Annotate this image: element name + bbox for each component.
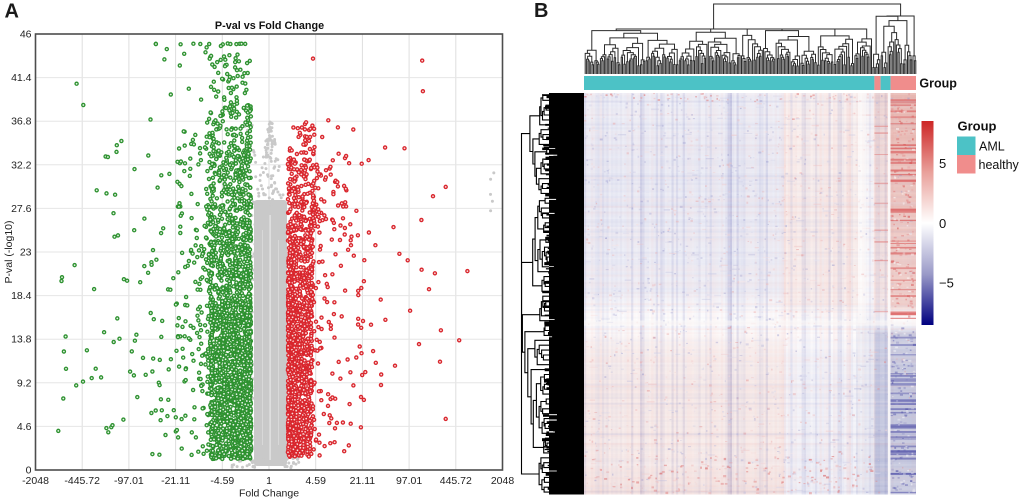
- svg-text:-97.01: -97.01: [114, 475, 144, 487]
- svg-text:-2048: -2048: [22, 475, 49, 487]
- svg-text:23: 23: [20, 247, 32, 259]
- svg-text:−5: −5: [939, 276, 954, 291]
- svg-text:Fold Change: Fold Change: [239, 488, 299, 499]
- svg-text:-445.72: -445.72: [64, 475, 100, 487]
- svg-text:P-val (-log10): P-val (-log10): [3, 220, 15, 283]
- svg-text:13.8: 13.8: [11, 334, 32, 346]
- svg-text:AML: AML: [979, 139, 1005, 153]
- svg-text:healthy: healthy: [979, 158, 1020, 172]
- svg-text:B: B: [534, 0, 548, 22]
- svg-text:Group: Group: [919, 77, 957, 91]
- svg-text:P-val vs Fold Change: P-val vs Fold Change: [215, 20, 324, 32]
- svg-text:2048: 2048: [491, 475, 515, 487]
- svg-text:46: 46: [20, 29, 32, 41]
- svg-text:A: A: [5, 0, 19, 22]
- svg-text:21.11: 21.11: [350, 475, 376, 487]
- svg-text:27.6: 27.6: [11, 203, 32, 215]
- svg-text:-4.59: -4.59: [210, 475, 234, 487]
- svg-text:Group: Group: [958, 119, 997, 134]
- svg-text:4.6: 4.6: [17, 421, 32, 433]
- svg-text:97.01: 97.01: [396, 475, 422, 487]
- svg-text:445.72: 445.72: [440, 475, 472, 487]
- svg-text:0: 0: [939, 216, 946, 231]
- svg-text:36.8: 36.8: [11, 116, 32, 128]
- svg-text:18.4: 18.4: [11, 290, 32, 302]
- svg-text:32.2: 32.2: [11, 159, 32, 171]
- svg-text:4.59: 4.59: [305, 475, 326, 487]
- svg-text:-21.11: -21.11: [161, 475, 190, 487]
- svg-text:41.4: 41.4: [11, 72, 32, 84]
- svg-text:5: 5: [939, 156, 946, 171]
- svg-text:1: 1: [266, 475, 272, 487]
- svg-text:0: 0: [26, 465, 32, 477]
- svg-text:9.2: 9.2: [17, 377, 32, 389]
